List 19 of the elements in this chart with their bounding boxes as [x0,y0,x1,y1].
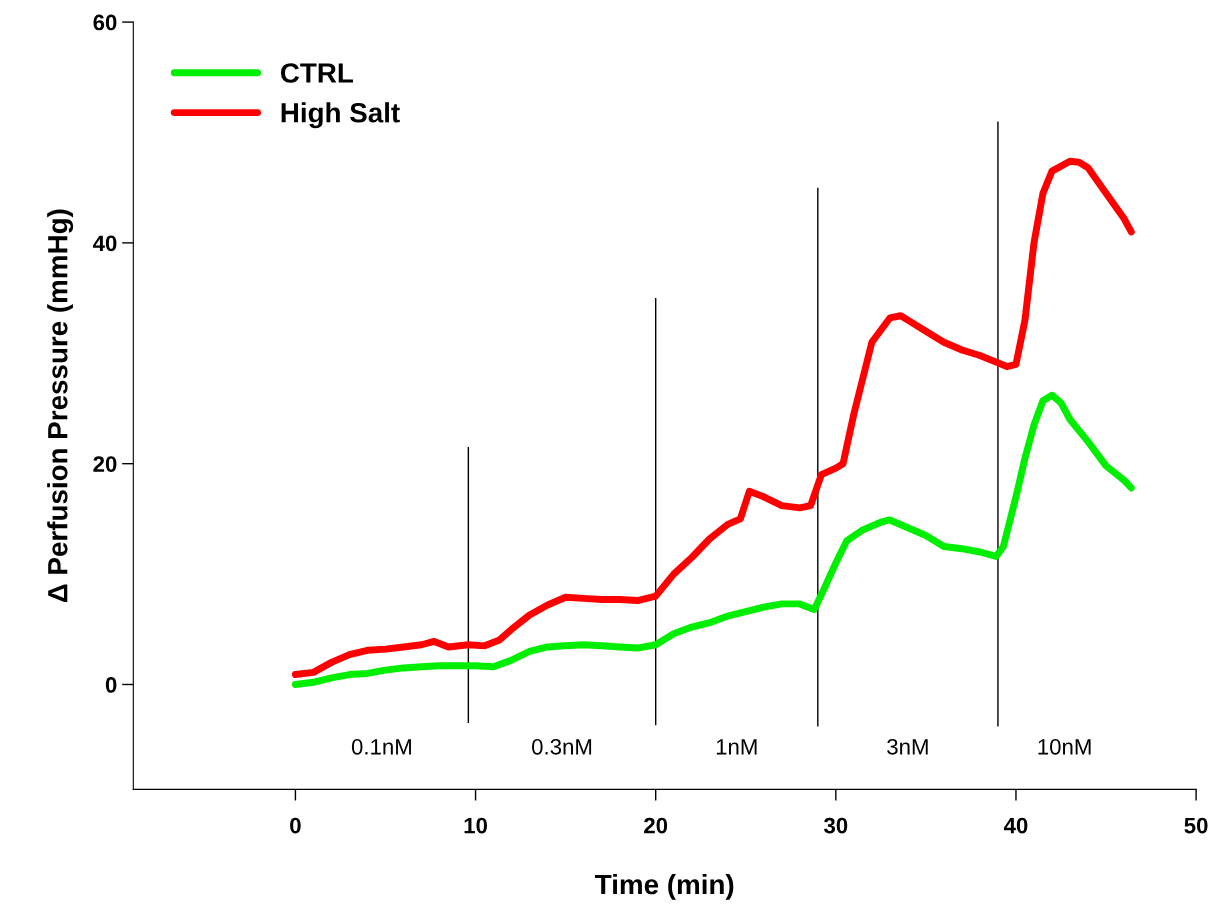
y-tick-label: 20 [93,456,117,472]
y-tick-label: 0 [105,677,117,693]
annotation: 1nM [716,739,757,755]
x-tick-label: 50 [1184,817,1208,834]
y-tick-label: 60 [93,14,117,31]
x-axis-title: Time (min) [595,873,734,900]
x-tick-label: 0 [290,817,301,834]
legend-label: CTRL [280,63,354,83]
y-tick-label: 40 [92,235,117,252]
x-tick-label: 40 [1003,817,1028,834]
x-tick-label: 30 [823,817,848,834]
annotation: 0.3nM [532,738,592,755]
y-axis-title: Δ Perfusion Pressure (mmHg) [47,209,74,603]
annotation: 3nM [887,738,928,755]
x-tick-label: 10 [464,817,488,834]
x-tick-label: 20 [644,817,668,834]
annotation: 0.1nM [351,738,411,755]
legend-label: High Salt [281,102,400,129]
annotation: 10nM [1038,738,1091,755]
